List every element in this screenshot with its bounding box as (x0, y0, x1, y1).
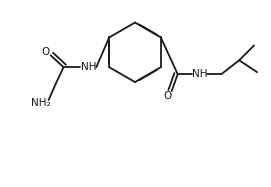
Text: NH: NH (192, 69, 207, 79)
Text: NH₂: NH₂ (31, 98, 50, 108)
Text: O: O (164, 91, 172, 101)
Text: NH: NH (80, 62, 96, 72)
Text: O: O (41, 47, 50, 57)
